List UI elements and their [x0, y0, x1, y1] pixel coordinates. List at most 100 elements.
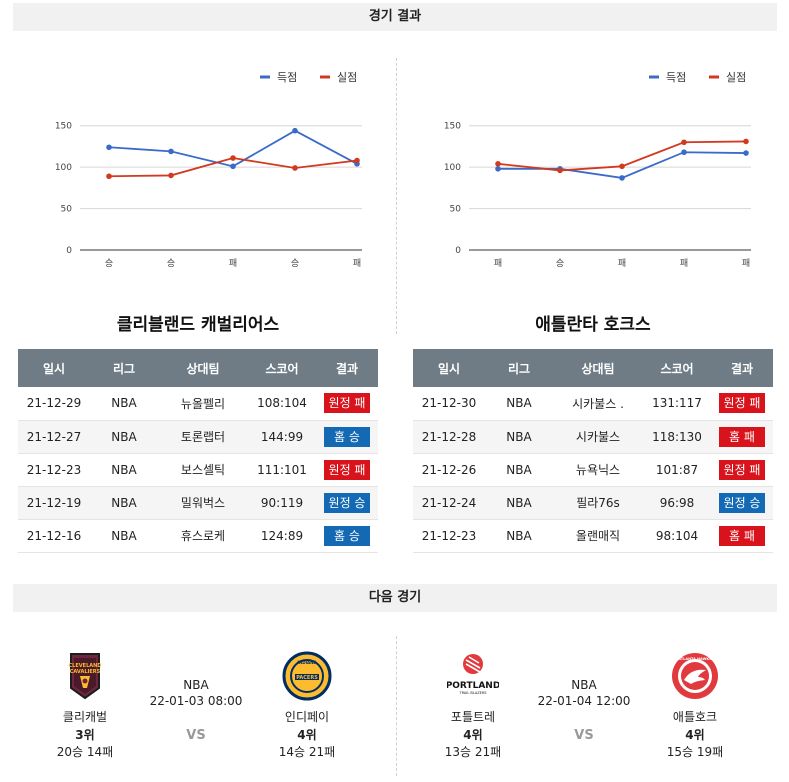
- pacers-logo-icon: PACERS INDIANA: [281, 650, 333, 702]
- home-team-rank: 3위: [75, 728, 95, 742]
- away-team-name: 인디페이: [284, 710, 330, 724]
- home-team-rank: 4위: [463, 728, 483, 742]
- game-score: 111:101: [248, 453, 316, 487]
- home-team: PORTLAND TRAIL BLAZERS 포틀트레 4위 13승 21패: [428, 650, 518, 760]
- series-line-0: [108, 129, 358, 168]
- away-team-rank: 4위: [685, 728, 705, 742]
- column-divider: [396, 636, 397, 776]
- x-tick-label: 패: [353, 258, 361, 269]
- svg-text:ATLANTA HAWKS: ATLANTA HAWKS: [678, 657, 712, 661]
- result-badge: 원정 패: [324, 393, 370, 414]
- game-league: NBA: [90, 420, 158, 454]
- away-team-record: 14승 21패: [278, 745, 336, 759]
- data-point: [292, 165, 298, 171]
- x-tick-label: 승: [556, 258, 564, 269]
- y-tick-label: 150: [444, 122, 461, 132]
- data-point: [168, 172, 174, 179]
- table-row: 21-12-27 NBA 토론랩터 144:99 홈 승: [18, 420, 378, 454]
- x-tick-label: 패: [494, 258, 502, 269]
- data-point: [619, 175, 625, 181]
- svg-text:INDIANA: INDIANA: [297, 660, 317, 665]
- header-score: 스코어: [643, 349, 711, 387]
- game-opponent: 올랜매직: [553, 519, 643, 553]
- game-result-cell: 홈 승: [316, 519, 378, 553]
- game-league: NBA: [90, 519, 158, 553]
- result-badge: 홈 승: [324, 426, 370, 447]
- cavaliers-line-chart: 0 50 100 150 승 승 패 승 패 득점 실점: [55, 71, 362, 269]
- hawks-logo-icon: ATLANTA HAWKS: [669, 650, 721, 702]
- game-score: 144:99: [248, 420, 316, 454]
- game-result-cell: 홈 승: [316, 420, 378, 454]
- game-opponent: 시카불스 .: [553, 387, 643, 421]
- svg-text:CAVALIERS: CAVALIERS: [70, 669, 101, 675]
- game-league: NBA: [90, 453, 158, 487]
- game-score: 96:98: [643, 486, 711, 520]
- table-row: 21-12-29 NBA 뉴올펠리 108:104 원정 패: [18, 387, 378, 421]
- data-point: [168, 148, 174, 155]
- match-info: NBA 22-01-04 12:00 VS: [528, 678, 640, 743]
- header-date: 일시: [413, 349, 485, 387]
- game-opponent: 보스셀틱: [158, 453, 248, 487]
- game-date: 21-12-23: [18, 453, 90, 487]
- game-league: NBA: [485, 453, 553, 487]
- table-row: 21-12-23 NBA 올랜매직 98:104 홈 패: [413, 519, 773, 553]
- game-league: NBA: [485, 486, 553, 520]
- result-badge: 원정 승: [719, 492, 765, 513]
- header-league: 리그: [90, 349, 158, 387]
- game-date: 21-12-19: [18, 486, 90, 520]
- team-title-hawks: 애틀란타 호크스: [535, 315, 651, 335]
- match-time: 22-01-03 08:00: [149, 694, 243, 708]
- next-games-section-header: 다음 경기: [13, 584, 777, 612]
- game-opponent: 휴스로케: [158, 519, 248, 553]
- data-point: [230, 155, 236, 161]
- table-row: 21-12-30 NBA 시카불스 . 131:117 원정 패: [413, 387, 773, 421]
- header-score: 스코어: [248, 349, 316, 387]
- data-point: [495, 166, 501, 172]
- svg-text:TRAIL BLAZERS: TRAIL BLAZERS: [458, 691, 487, 695]
- y-tick-label: 50: [450, 205, 462, 215]
- game-league: NBA: [90, 486, 158, 520]
- data-point: [681, 149, 687, 156]
- game-result-cell: 원정 승: [316, 486, 378, 520]
- y-tick-label: 0: [66, 246, 72, 256]
- svg-text:CLEVELAND: CLEVELAND: [69, 663, 102, 669]
- hawks-line-chart: 0 50 100 150 패 승 패 패 패 득점 실점: [444, 71, 751, 269]
- vs-label: VS: [574, 728, 594, 743]
- svg-text:PACERS: PACERS: [296, 675, 318, 681]
- x-tick-label: 패: [742, 258, 750, 269]
- game-opponent: 필라76s: [553, 486, 643, 520]
- header-opponent: 상대팀: [553, 349, 643, 387]
- away-team-record: 15승 19패: [666, 745, 724, 759]
- y-tick-label: 50: [61, 205, 73, 215]
- next-match-cavaliers-pacers: CLEVELAND CAVALIERS 클리캐벌 3위 20승 14패 NBA …: [40, 650, 380, 760]
- header-league: 리그: [485, 349, 553, 387]
- game-result-cell: 원정 패: [711, 453, 773, 487]
- next-match-blazers-hawks: PORTLAND TRAIL BLAZERS 포틀트레 4위 13승 21패 N…: [428, 650, 768, 760]
- away-team-name: 애틀호크: [672, 710, 718, 724]
- data-point: [743, 150, 749, 156]
- x-tick-label: 패: [680, 258, 688, 269]
- table-row: 21-12-28 NBA 시카불스 118:130 홈 패: [413, 420, 773, 454]
- result-badge: 홈 패: [719, 426, 765, 447]
- game-score: 108:104: [248, 387, 316, 421]
- game-date: 21-12-23: [413, 519, 485, 553]
- away-team-rank: 4위: [297, 728, 317, 742]
- table-header-row: 일시 리그 상대팀 스코어 결과: [18, 349, 378, 387]
- cavaliers-logo-icon: CLEVELAND CAVALIERS: [59, 650, 111, 702]
- result-badge: 원정 패: [719, 393, 765, 414]
- home-team: CLEVELAND CAVALIERS 클리캐벌 3위 20승 14패: [40, 650, 130, 760]
- team-title-cavaliers: 클리블랜드 캐벌리어스: [116, 315, 280, 335]
- game-result-cell: 원정 패: [711, 387, 773, 421]
- match-info: NBA 22-01-03 08:00 VS: [140, 678, 252, 743]
- game-league: NBA: [485, 519, 553, 553]
- match-league: NBA: [571, 678, 597, 692]
- game-date: 21-12-24: [413, 486, 485, 520]
- game-opponent: 시카불스: [553, 420, 643, 454]
- game-score: 118:130: [643, 420, 711, 454]
- result-badge: 홈 패: [719, 525, 765, 546]
- header-opponent: 상대팀: [158, 349, 248, 387]
- table-row: 21-12-23 NBA 보스셀틱 111:101 원정 패: [18, 453, 378, 487]
- data-point: [557, 167, 563, 174]
- x-tick-label: 패: [618, 258, 626, 269]
- table-row: 21-12-26 NBA 뉴욕닉스 101:87 원정 패: [413, 453, 773, 487]
